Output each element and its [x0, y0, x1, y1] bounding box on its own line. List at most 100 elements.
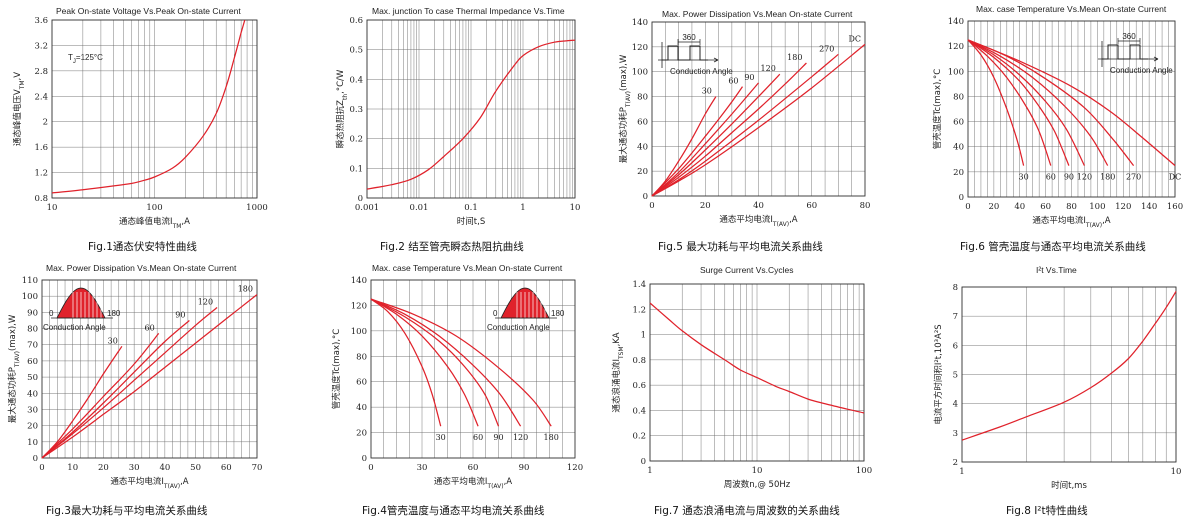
series-line: [41, 345, 123, 459]
series-label: 90: [1064, 173, 1074, 182]
conduction-angle-label: Conduction Angle: [670, 67, 733, 76]
chart-fig5: Max. Power Dissipation Vs.Mean On-state …: [618, 9, 870, 253]
y-tick-label: 0.4: [632, 406, 646, 416]
y-tick-label: 80: [27, 325, 38, 335]
chart-caption: Fig.5 最大功耗与平均电流关系曲线: [658, 240, 823, 253]
y-tick-label: 1.2: [34, 169, 48, 179]
chart-caption: Fig.2 结至管壳瞬态热阻抗曲线: [380, 240, 524, 253]
x-tick-label: 20: [98, 463, 109, 473]
x-axis-label: 通态平均电流IT(AV),A: [434, 476, 512, 490]
chart-fig6: Max. case Temperature Vs.Mean On-state C…: [932, 4, 1183, 253]
x-tick-label: 50: [190, 463, 201, 473]
y-tick-label: 0: [959, 193, 964, 203]
y-tick-label: 80: [953, 92, 964, 102]
series-line: [651, 62, 807, 197]
x-axis-label: 时间t,ms: [1051, 480, 1087, 491]
chart-fig4: Max. case Temperature Vs.Mean On-state C…: [331, 263, 583, 517]
y-tick-label: 4: [953, 400, 958, 410]
y-tick-label: 60: [637, 117, 648, 127]
chart-fig7: Surge Current Vs.Cycles Fig.7 通态浪涌电流与周波数…: [611, 265, 872, 517]
chart-caption: Fig.8 I²t特性曲线: [1006, 504, 1088, 517]
x-tick-label: 60: [806, 201, 817, 211]
series-label: 180: [238, 285, 253, 294]
y-tick-label: 110: [22, 276, 38, 286]
y-tick-label: 60: [27, 357, 38, 367]
y-tick-label: 20: [953, 168, 964, 178]
x-tick-label: 80: [860, 201, 871, 211]
chart-fig1: Peak On-state Voltage Vs.Peak On-state C…: [12, 6, 268, 253]
series-line: [967, 39, 1176, 167]
x-tick-label: 0.001: [355, 203, 379, 213]
series-label: 120: [513, 433, 528, 442]
x-tick-label: 20: [700, 201, 711, 211]
y-tick-label: 80: [356, 352, 367, 362]
inset-axes: [658, 42, 719, 68]
x-axis-label: 通态平均电流IT(AV),A: [1032, 215, 1110, 229]
series-line: [651, 96, 717, 197]
series-label: 60: [1046, 173, 1056, 182]
y-axis-label: 电流平方时间积I²t,10³A²S: [933, 324, 944, 424]
y-tick-label: 100: [948, 67, 964, 77]
y-tick-label: 0.6: [632, 381, 646, 391]
series-line: [967, 39, 1025, 166]
plot-frame: [961, 286, 1177, 463]
y-tick-label: 60: [953, 118, 964, 128]
series-label: 180: [544, 433, 559, 442]
x-tick-label: 0: [39, 463, 44, 473]
series-line: [967, 39, 1052, 166]
y-tick-label: 0.8: [34, 194, 48, 204]
y-tick-label: 40: [356, 403, 367, 413]
inset-zero-label: 0: [493, 309, 498, 318]
x-tick-label: 60: [221, 463, 232, 473]
series-label: 60: [473, 433, 483, 442]
x-tick-label: 60: [468, 463, 479, 473]
x-tick-label: 40: [753, 201, 764, 211]
conduction-angle-label: Conduction Angle: [487, 323, 550, 332]
y-tick-label: 5: [953, 371, 958, 381]
series-line: [51, 19, 246, 194]
y-tick-label: 3.6: [34, 16, 48, 26]
x-tick-label: 40: [1014, 202, 1025, 212]
plot-frame: [51, 19, 258, 199]
x-tick-label: 120: [1115, 202, 1131, 212]
series-line: [370, 298, 442, 427]
y-tick-label: 10: [27, 438, 38, 448]
series-line: [961, 291, 1177, 441]
chart-title: Max. Power Dissipation Vs.Mean On-state …: [46, 263, 237, 273]
y-tick-label: 120: [351, 301, 367, 311]
y-tick-label: 2.4: [34, 92, 48, 102]
inset-180-label: 180: [107, 309, 121, 318]
temperature-annotation: TJ=125°C: [68, 53, 103, 65]
x-tick-label: 10: [67, 463, 78, 473]
x-tick-label: 90: [519, 463, 530, 473]
x-tick-label: 60: [1040, 202, 1051, 212]
x-tick-label: 80: [1066, 202, 1077, 212]
series-label: 120: [761, 64, 776, 73]
y-tick-label: 0.3: [349, 105, 363, 115]
plot-frame: [967, 20, 1176, 198]
x-tick-label: 10: [47, 203, 58, 213]
series-label: 90: [744, 73, 754, 82]
series-line: [370, 298, 500, 427]
y-tick-label: 0: [641, 457, 646, 467]
x-tick-label: 0.1: [464, 203, 478, 213]
square-wave: [1102, 44, 1148, 60]
x-tick-label: 120: [567, 463, 583, 473]
plot-frame: [649, 283, 865, 462]
x-tick-label: 10: [1171, 467, 1182, 477]
x-tick-label: 1000: [246, 203, 268, 213]
y-tick-label: 30: [27, 405, 38, 415]
y-tick-label: 6: [953, 341, 958, 351]
y-axis-label: 通态浪涌电流ITSM,KA: [611, 332, 625, 412]
x-axis-label: 通态平均电流IT(AV),A: [719, 214, 797, 228]
square-wave: [662, 45, 708, 61]
x-axis-label: 通态峰值电流ITM,A: [119, 216, 190, 230]
chart-title: Max. junction To case Thermal Impedance …: [372, 6, 565, 16]
series-line: [41, 320, 190, 459]
x-tick-label: 20: [988, 202, 999, 212]
chart-title: Max. case Temperature Vs.Mean On-state C…: [976, 4, 1167, 14]
period-label: 360: [682, 33, 696, 42]
chart-title: I²t Vs.Time: [1036, 265, 1077, 275]
plot-frame: [41, 279, 258, 459]
y-tick-label: 0.2: [349, 135, 363, 145]
